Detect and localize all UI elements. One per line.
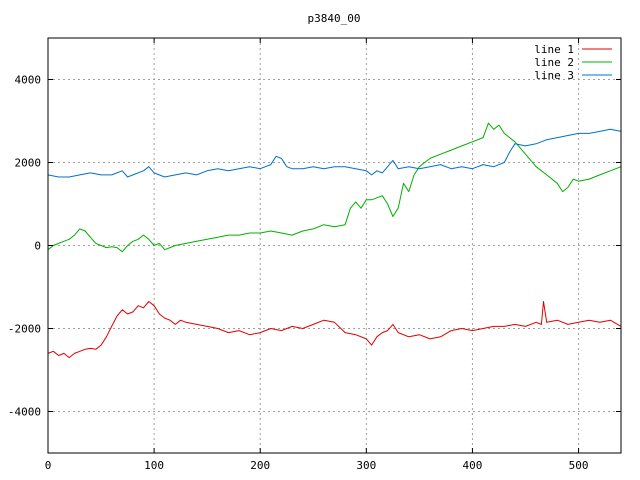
y-tick-label: 2000 bbox=[15, 157, 42, 170]
legend-label-3: line 3 bbox=[534, 69, 574, 82]
y-tick-label: -4000 bbox=[8, 406, 41, 419]
series-line-1 bbox=[47, 301, 622, 359]
y-tick-label: 4000 bbox=[15, 74, 42, 87]
x-tick-label: 100 bbox=[144, 459, 164, 472]
grid bbox=[48, 38, 621, 453]
legend-label-1: line 1 bbox=[534, 43, 574, 56]
x-tick-label: 300 bbox=[356, 459, 376, 472]
x-tick-label: 400 bbox=[463, 459, 483, 472]
x-tick-label: 0 bbox=[45, 459, 52, 472]
series-lines bbox=[47, 122, 622, 359]
y-tick-label: 0 bbox=[34, 240, 41, 253]
x-tick-label: 500 bbox=[569, 459, 589, 472]
y-tick-label: -2000 bbox=[8, 323, 41, 336]
chart-title: p3840_00 bbox=[308, 12, 361, 25]
legend-label-2: line 2 bbox=[534, 56, 574, 69]
axis-ticks: 0 100 200 300 400 500 -4000 -2000 0 2000 4000 bbox=[8, 38, 621, 472]
series-line-2 bbox=[47, 122, 622, 253]
x-tick-label: 200 bbox=[250, 459, 270, 472]
series-line-3 bbox=[47, 128, 622, 178]
